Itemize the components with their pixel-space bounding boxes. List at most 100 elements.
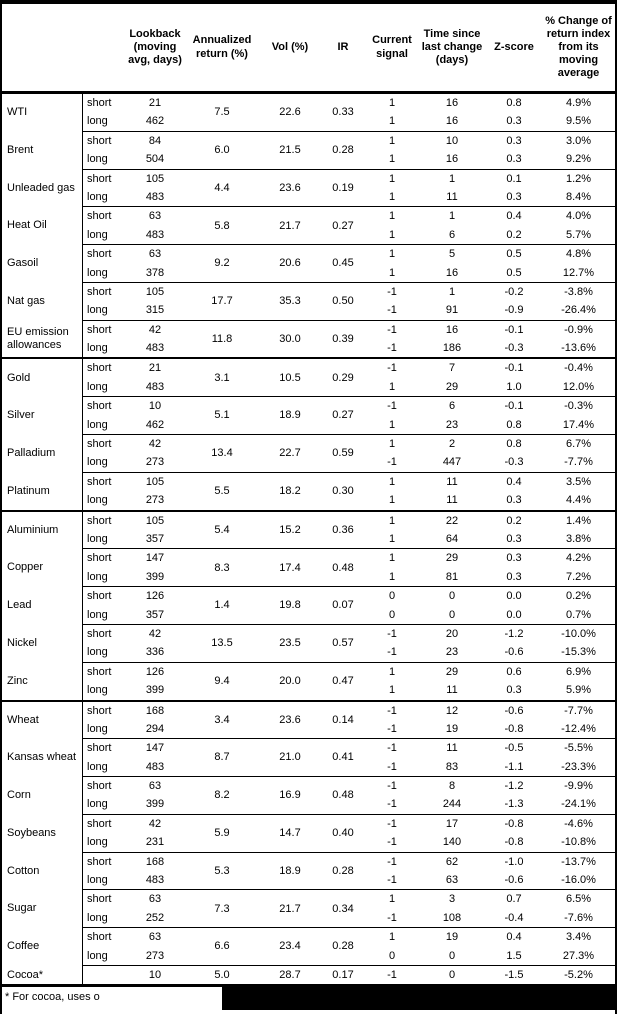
commodity-block: Unleaded gas 4.4 23.6 0.19 short 105 1 1 0.1 1.2%… bbox=[2, 169, 615, 207]
vol-value: 21.5 bbox=[279, 143, 301, 156]
annualized-return-value: 6.0 bbox=[214, 143, 230, 156]
leg-label: short bbox=[87, 172, 112, 185]
leg-label: long bbox=[87, 115, 108, 128]
ir-value: 0.34 bbox=[332, 902, 354, 915]
lookback-value: 399 bbox=[145, 798, 165, 811]
z-score-value: -1.0 bbox=[504, 855, 524, 868]
time-since-value: 19 bbox=[445, 722, 459, 735]
pct-change-value: -4.6% bbox=[564, 817, 593, 830]
signal-value: 0 bbox=[388, 949, 396, 962]
time-since-value: 108 bbox=[442, 911, 462, 924]
pct-change-value: 4.0% bbox=[565, 210, 592, 223]
z-score-value: -0.4 bbox=[504, 911, 524, 924]
leg-label: long bbox=[87, 874, 108, 887]
pct-change-value: -7.7% bbox=[564, 456, 593, 469]
time-since-value: 0 bbox=[448, 608, 456, 621]
commodity-block: EU emission allowances 11.8 30.0 0.39 short 4… bbox=[2, 320, 615, 358]
commodity-name: Aluminium bbox=[7, 523, 59, 536]
commodity-name: Nat gas bbox=[7, 294, 45, 307]
commodity-block: Kansas wheat 8.7 21.0 0.41 short 147 -1 11 -0.5 -… bbox=[2, 739, 615, 776]
pct-change-value: -13.6% bbox=[561, 342, 596, 355]
lookback-value: 483 bbox=[145, 190, 165, 203]
annualized-return-value: 8.2 bbox=[214, 789, 230, 802]
pct-change-value: -3.8% bbox=[564, 285, 593, 298]
z-score-value: -0.6 bbox=[504, 646, 524, 659]
signal-value: -1 bbox=[387, 817, 397, 830]
pct-change-value: -9.9% bbox=[564, 780, 593, 793]
lookback-value: 483 bbox=[145, 760, 165, 773]
vol-value: 21.0 bbox=[279, 751, 301, 764]
pct-change-value: -10.8% bbox=[561, 836, 596, 849]
lookback-value: 252 bbox=[145, 911, 165, 924]
table-section: WTI 7.5 22.6 0.33 short 21 1 16 0.8 4.9% long 462 1 1… bbox=[2, 94, 615, 360]
pct-change-value: 9.5% bbox=[565, 115, 592, 128]
pct-change-value: 3.8% bbox=[565, 532, 592, 545]
lookback-value: 63 bbox=[148, 780, 162, 793]
leg-label: long bbox=[87, 418, 108, 431]
signal-value: 1 bbox=[388, 190, 396, 203]
lookback-value: 273 bbox=[145, 456, 165, 469]
header-ir: IR bbox=[337, 40, 349, 53]
header-vol: Vol (%) bbox=[271, 40, 309, 53]
pct-change-value: -7.6% bbox=[564, 911, 593, 924]
commodity-block: Silver 5.1 18.9 0.27 short 10 -1 6 -0.1 -0.3% long… bbox=[2, 397, 615, 434]
signal-value: -1 bbox=[387, 780, 397, 793]
commodity-name: EU emission allowances bbox=[7, 326, 69, 352]
z-score-value: 0.7 bbox=[506, 893, 522, 906]
commodity-block: Aluminium 5.4 15.2 0.36 short 105 1 22 0.2 1.4% lo… bbox=[2, 511, 615, 549]
leg-label: short bbox=[87, 817, 112, 830]
row-separator bbox=[82, 319, 615, 321]
z-score-value: 0.6 bbox=[506, 665, 522, 678]
lookback-value: 294 bbox=[145, 722, 165, 735]
annualized-return-value: 7.3 bbox=[214, 902, 230, 915]
z-score-value: 0.1 bbox=[506, 172, 522, 185]
time-since-value: 3 bbox=[448, 893, 456, 906]
ir-value: 0.30 bbox=[332, 485, 354, 497]
pct-change-value: -7.7% bbox=[564, 704, 593, 717]
row-separator bbox=[82, 130, 615, 132]
ir-value: 0.48 bbox=[332, 561, 354, 574]
pct-change-value: 12.7% bbox=[562, 266, 595, 279]
commodity-name: Lead bbox=[7, 599, 32, 612]
time-since-value: 20 bbox=[445, 627, 459, 640]
ir-value: 0.40 bbox=[332, 827, 354, 840]
pct-change-value: 17.4% bbox=[562, 418, 595, 431]
z-score-value: 0.8 bbox=[506, 438, 522, 451]
pct-change-value: 6.7% bbox=[565, 438, 592, 451]
vol-value: 23.4 bbox=[279, 940, 301, 953]
z-score-value: 0.8 bbox=[506, 97, 522, 109]
leg-label: short bbox=[87, 552, 112, 565]
commodity-block: Coffee 6.6 23.4 0.28 short 63 1 19 0.4 3.4% long 27… bbox=[2, 928, 615, 965]
ir-value: 0.28 bbox=[332, 940, 354, 953]
lookback-value: 105 bbox=[145, 514, 165, 527]
leg-label: short bbox=[87, 285, 112, 298]
annualized-return-value: 5.5 bbox=[214, 485, 230, 497]
row-separator bbox=[82, 623, 615, 625]
annualized-return-value: 4.4 bbox=[214, 181, 230, 194]
vol-value: 28.7 bbox=[279, 968, 301, 981]
leg-label: long bbox=[87, 456, 108, 469]
pct-change-value: 27.3% bbox=[562, 949, 595, 962]
commodity-name: Wheat bbox=[7, 713, 39, 726]
pct-change-value: -26.4% bbox=[561, 304, 596, 317]
z-score-value: 0.3 bbox=[506, 494, 522, 507]
pct-change-value: 4.2% bbox=[565, 552, 592, 565]
leg-label: long bbox=[87, 760, 108, 773]
ir-value: 0.28 bbox=[332, 143, 354, 156]
leg-label: short bbox=[87, 400, 112, 413]
signal-value: -1 bbox=[387, 704, 397, 717]
annualized-return-value: 8.3 bbox=[214, 561, 230, 574]
z-score-value: 0.3 bbox=[506, 684, 522, 697]
ir-value: 0.50 bbox=[332, 295, 354, 308]
row-separator bbox=[82, 168, 615, 170]
leg-label: long bbox=[87, 153, 108, 166]
z-score-value: 1.5 bbox=[506, 949, 522, 962]
commodity-block: Brent 6.0 21.5 0.28 short 84 1 10 0.3 3.0% long 504… bbox=[2, 131, 615, 169]
time-since-value: 23 bbox=[445, 418, 459, 431]
lookback-value: 21 bbox=[148, 97, 162, 109]
time-since-value: 19 bbox=[445, 931, 459, 944]
signal-value: -1 bbox=[387, 855, 397, 868]
annualized-return-value: 13.4 bbox=[211, 447, 233, 460]
leg-label: short bbox=[87, 323, 112, 336]
time-since-value: 11 bbox=[446, 742, 458, 755]
